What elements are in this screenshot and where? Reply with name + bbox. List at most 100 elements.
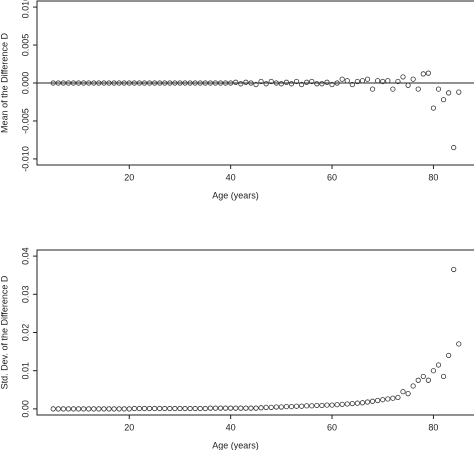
point: [136, 405, 143, 412]
point: [111, 406, 117, 412]
point: [430, 105, 437, 111]
point: [167, 405, 173, 412]
point: [243, 405, 249, 411]
point: [172, 80, 178, 86]
point: [288, 403, 295, 410]
x-tick-label: 40: [226, 172, 236, 182]
point: [344, 78, 350, 84]
point: [420, 71, 426, 77]
point: [81, 80, 87, 86]
point: [202, 405, 208, 412]
point: [121, 406, 127, 412]
point: [248, 405, 254, 411]
point: [228, 405, 234, 411]
point: [440, 97, 447, 103]
point: [60, 406, 66, 412]
point: [157, 80, 163, 86]
point: [60, 80, 66, 86]
point: [283, 79, 290, 85]
point: [217, 80, 224, 86]
point: [273, 404, 279, 410]
point: [440, 373, 447, 380]
x-tick-label: 80: [428, 172, 438, 182]
point: [162, 405, 168, 412]
point: [334, 402, 340, 408]
point: [415, 377, 421, 383]
point: [319, 81, 325, 87]
point: [410, 383, 416, 389]
point: [385, 396, 391, 402]
point: [197, 405, 203, 412]
x-tick-label: 40: [226, 422, 236, 432]
point: [233, 405, 239, 411]
point: [278, 81, 284, 87]
y-tick-label: 0.005: [20, 34, 30, 57]
point: [268, 78, 274, 85]
y-tick-label: 0.02: [20, 324, 30, 342]
point: [339, 76, 345, 82]
point: [131, 80, 137, 86]
point: [172, 405, 178, 412]
point: [425, 70, 431, 76]
point: [86, 80, 92, 86]
y-axis-title: Mean of the Difference D: [0, 33, 9, 133]
point: [146, 405, 153, 412]
point: [309, 78, 315, 85]
point: [400, 74, 406, 80]
point: [258, 405, 264, 411]
point: [369, 398, 376, 404]
point: [304, 79, 310, 85]
point: [65, 80, 72, 86]
y-tick-label: 0.00: [20, 400, 30, 418]
point: [243, 79, 249, 85]
point: [86, 406, 92, 412]
point: [192, 405, 198, 412]
point: [425, 377, 431, 383]
point: [111, 80, 117, 86]
point: [344, 401, 350, 407]
point: [212, 80, 219, 86]
point: [364, 399, 371, 405]
point: [314, 81, 320, 87]
point: [106, 80, 112, 86]
point: [152, 405, 158, 412]
point: [395, 394, 401, 401]
point: [273, 80, 279, 86]
point: [375, 397, 381, 404]
point: [334, 80, 340, 86]
point: [177, 405, 183, 412]
y-tick-label: 0.03: [20, 286, 30, 304]
point: [70, 406, 77, 412]
y-tick-label: 0.010: [20, 0, 30, 18]
point: [106, 406, 112, 412]
point: [380, 397, 386, 403]
point: [121, 80, 127, 86]
point: [75, 406, 82, 412]
point: [359, 78, 366, 84]
x-tick-label: 20: [124, 172, 134, 182]
point: [207, 80, 213, 86]
point: [116, 406, 122, 412]
point: [81, 406, 87, 412]
point: [410, 76, 416, 82]
point: [222, 80, 229, 86]
point: [293, 78, 300, 85]
point: [349, 81, 355, 88]
point: [364, 76, 371, 82]
point: [309, 403, 315, 409]
point: [430, 368, 437, 374]
point: [167, 80, 173, 86]
point: [405, 82, 411, 88]
point: [182, 405, 188, 412]
point: [192, 80, 198, 86]
point: [182, 80, 188, 86]
y-tick-label: 0.01: [20, 362, 30, 380]
point: [187, 80, 193, 86]
point: [50, 80, 56, 86]
x-tick-label: 60: [327, 422, 337, 432]
point: [451, 266, 457, 273]
point: [217, 405, 224, 411]
point: [435, 86, 442, 92]
point: [304, 403, 310, 409]
point: [253, 81, 259, 88]
